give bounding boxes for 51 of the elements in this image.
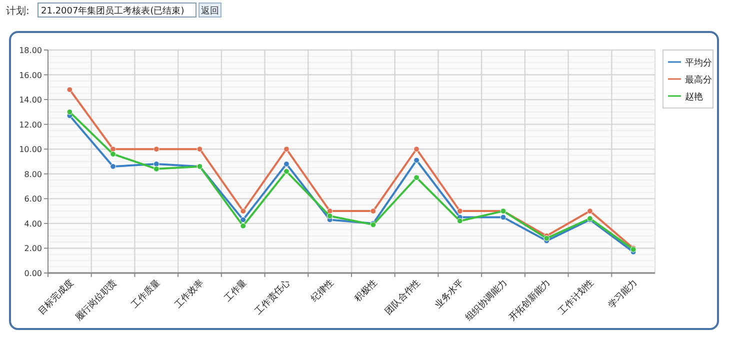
x-tick-label: 目标完成度	[36, 277, 76, 317]
point	[587, 208, 593, 214]
point	[196, 146, 203, 152]
point	[414, 146, 420, 152]
point	[66, 86, 73, 93]
x-tick-label: 纪律性	[309, 277, 336, 304]
x-tick-label: 工作效率	[172, 277, 206, 311]
point	[326, 213, 333, 219]
legend-label: 平均分	[685, 58, 712, 68]
x-tick-label: 工作量	[222, 277, 250, 304]
y-tick-label: 0.00	[24, 269, 42, 278]
legend-label: 最高分	[685, 74, 712, 86]
x-tick-label: 开拓创新能力	[506, 277, 553, 324]
point	[110, 164, 116, 170]
y-tick-label: 10.00	[19, 145, 42, 154]
point	[284, 146, 290, 152]
y-tick-label: 8.00	[24, 170, 42, 179]
y-tick-label: 18.00	[19, 46, 42, 55]
y-tick-label: 12.00	[19, 120, 42, 130]
point	[240, 208, 246, 214]
x-tick-label: 履行岗位职责	[73, 277, 120, 324]
legend-label: 赵艳	[685, 92, 703, 102]
x-tick-label: 学习能力	[606, 277, 640, 311]
point	[414, 174, 420, 181]
x-tick-label: 工作责任心	[252, 277, 293, 317]
point	[110, 151, 116, 158]
point	[456, 218, 463, 224]
point	[66, 108, 73, 115]
x-tick-label: 工作质量	[129, 277, 163, 311]
y-tick-label: 6.00	[24, 194, 42, 204]
text: 返回	[201, 6, 219, 16]
point	[153, 161, 160, 167]
point	[240, 216, 246, 223]
point	[370, 208, 376, 214]
point	[414, 157, 420, 164]
point	[500, 214, 506, 220]
y-tick-label: 14.00	[19, 96, 42, 105]
point	[153, 166, 160, 172]
x-tick-label: 积极性	[352, 277, 380, 304]
y-tick-label: 16.00	[19, 70, 42, 80]
point	[240, 222, 246, 229]
point	[153, 146, 160, 152]
y-tick-label: 2.00	[24, 244, 42, 254]
x-tick-label: 团队合作性	[383, 277, 423, 317]
chart-title: 21.2007年集团员工考核表(已结束)	[41, 6, 184, 16]
point	[544, 235, 550, 242]
point	[456, 208, 463, 214]
x-tick-label: 工作计划性	[556, 277, 596, 317]
text: 计划:	[6, 5, 30, 17]
point	[284, 161, 290, 167]
y-tick-label: 4.00	[24, 219, 42, 228]
